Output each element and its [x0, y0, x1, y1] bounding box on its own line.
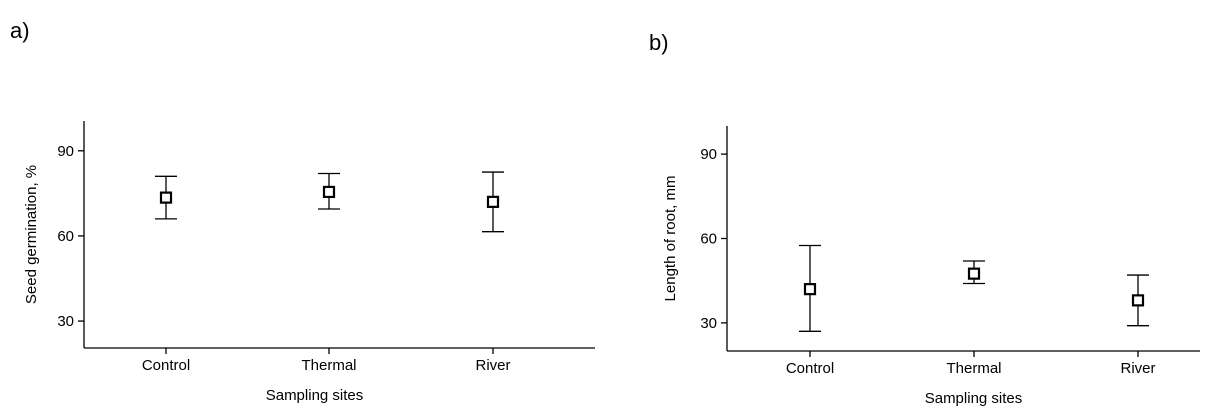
chart-b-xtick-label: Control: [786, 360, 834, 377]
chart-panel-b: b) 30 60 90 Control Thermal River Sampling sit…: [600, 0, 1206, 408]
chart-b-y-axis-title: Length of root, mm: [662, 176, 679, 302]
chart-b-ytick-label: 60: [700, 231, 717, 248]
chart-a-xtick-label: River: [475, 357, 510, 374]
panel-label-a: a): [10, 18, 30, 43]
chart-a-x-axis-title: Sampling sites: [266, 387, 364, 404]
chart-b-data-point: [1131, 294, 1145, 307]
chart-b-ytick-label: 30: [700, 315, 717, 332]
chart-a-ytick-label: 60: [57, 228, 74, 245]
chart-b-xtick-label: River: [1120, 360, 1155, 377]
chart-a-ytick-label: 90: [57, 143, 74, 160]
chart-b-svg: 30 60 90 Control Thermal River Sampling sites L…: [662, 126, 1200, 407]
chart-b-data-point: [803, 283, 817, 296]
chart-a-y-axis-title: Seed germination, %: [23, 165, 40, 304]
chart-b-ytick-label: 90: [700, 146, 717, 163]
chart-b-x-axis-title: Sampling sites: [925, 390, 1023, 407]
chart-panel-a: a) 30 60 90 Control Thermal River Sampling sit…: [0, 0, 600, 408]
chart-b-data-point: [967, 267, 981, 280]
panel-label-b: b): [649, 30, 669, 55]
chart-b-xtick-label: Thermal: [946, 360, 1001, 377]
chart-a-xtick-label: Control: [142, 357, 190, 374]
chart-a-data-point: [159, 191, 173, 204]
chart-a-data-point: [322, 185, 336, 199]
chart-a-data-point: [486, 195, 500, 208]
chart-a-xtick-label: Thermal: [301, 357, 356, 374]
chart-a-ytick-label: 30: [57, 313, 74, 330]
chart-a-svg: 30 60 90 Control Thermal River Sampling sites S…: [23, 121, 595, 404]
